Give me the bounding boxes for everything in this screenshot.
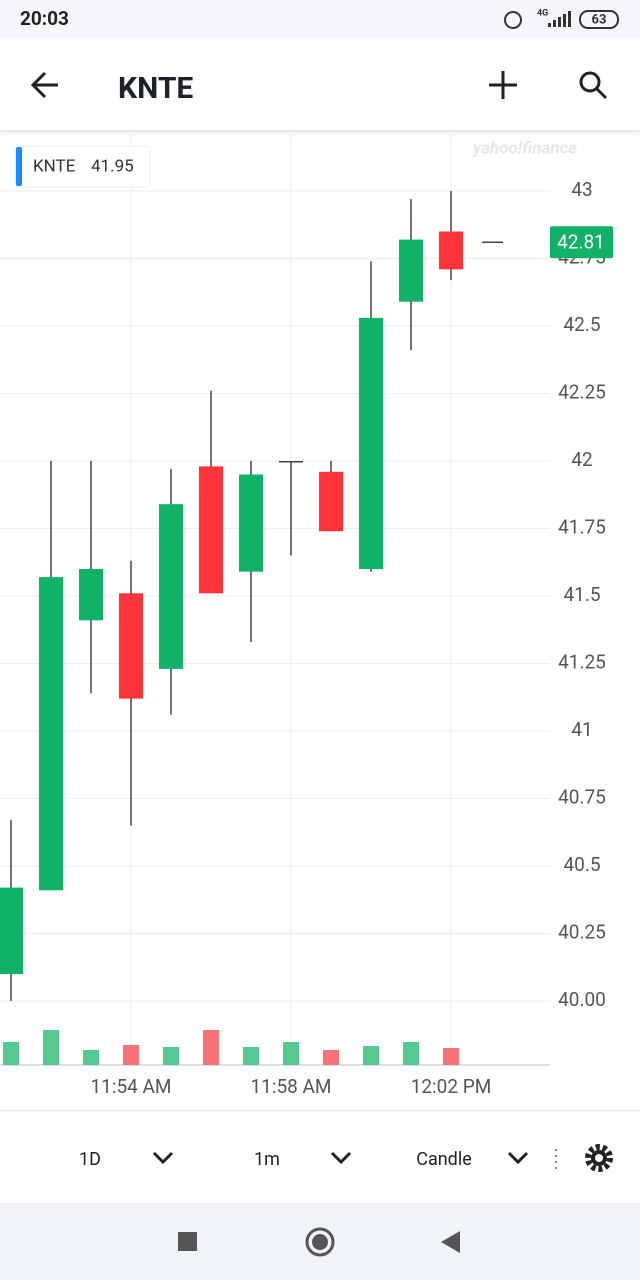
nav-bar <box>0 1203 640 1280</box>
candle-body <box>199 466 223 594</box>
candle-body <box>359 317 383 569</box>
y-tick-label: 40.5 <box>563 853 600 876</box>
y-tick-label: 41.5 <box>563 583 600 606</box>
volume-bar <box>43 1030 59 1065</box>
chevron[interactable] <box>507 1151 529 1165</box>
volume-bar <box>323 1050 339 1065</box>
volume-bar <box>443 1048 459 1065</box>
search-button[interactable] <box>579 71 608 100</box>
y-tick-label: 40.75 <box>558 786 606 809</box>
candle-body <box>239 474 263 572</box>
x-tick-label: 11:54 AM <box>90 1075 171 1098</box>
candle-body <box>399 239 423 302</box>
candle-body <box>159 504 183 669</box>
chart: yahoo!finance 40.00 40.25 40.5 40.75 41 41.25… <box>0 130 613 1098</box>
alarm-icon <box>504 11 522 29</box>
legend-symbol: KNTE <box>33 156 76 176</box>
y-tick-label: 42 <box>571 448 592 471</box>
candle-body <box>439 231 463 270</box>
home-button[interactable] <box>305 1227 335 1257</box>
last-price-badge <box>550 226 613 259</box>
header: KNTE <box>0 38 640 132</box>
volume-bar <box>203 1030 219 1065</box>
legend-box <box>14 145 151 188</box>
watermark: yahoo!finance <box>472 138 577 158</box>
y-tick-label: 42.25 <box>558 381 606 404</box>
candle-body <box>279 461 303 463</box>
y-tick-label: 42.5 <box>563 313 600 336</box>
battery-icon <box>579 10 619 29</box>
volume-bar <box>163 1047 179 1065</box>
nav-svg <box>178 1227 460 1257</box>
volume-bar <box>3 1042 19 1065</box>
clock: 20:03 <box>20 7 69 30</box>
candle-body <box>0 887 23 974</box>
last-price-label: 42.81 <box>557 230 605 253</box>
status-bar: 20:03 4G 63 <box>0 0 640 38</box>
header-svg: KNTE <box>30 71 608 106</box>
candle-body <box>119 593 143 699</box>
status-svg: 20:03 4G 63 <box>20 7 619 30</box>
toolbar-svg: 1D 1m Candle <box>79 1144 613 1173</box>
type-selector[interactable]: Candle <box>416 1149 472 1170</box>
volume-bar <box>123 1045 139 1065</box>
recents-button[interactable] <box>178 1232 197 1251</box>
x-tick-label: 11:58 AM <box>250 1075 331 1098</box>
battery-level: 63 <box>592 12 607 27</box>
network: 4G <box>537 8 548 18</box>
legend: KNTE 41.95 <box>14 145 151 188</box>
signal-icon <box>548 11 571 27</box>
range-selector[interactable]: 1D <box>79 1149 101 1170</box>
y-tick-label: 40.25 <box>558 921 606 944</box>
chevron[interactable] <box>330 1151 352 1165</box>
toolbar: 1D 1m Candle <box>0 1110 640 1204</box>
y-tick-label: 43 <box>571 178 592 201</box>
chevron[interactable] <box>152 1151 174 1165</box>
volume-bar <box>283 1042 299 1065</box>
interval-selector[interactable]: 1m <box>254 1149 280 1170</box>
volume-bar <box>243 1047 259 1065</box>
y-tick-label: 41 <box>571 718 592 741</box>
settings-button[interactable] <box>585 1144 613 1172</box>
candle-body <box>79 569 103 621</box>
volume-bar <box>403 1042 419 1065</box>
candle-body <box>319 471 343 532</box>
x-tick-label: 12:02 PM <box>411 1075 492 1098</box>
volume-bar <box>83 1050 99 1065</box>
back-nav-button[interactable] <box>441 1231 460 1253</box>
y-tick-label: 41.25 <box>558 651 606 674</box>
y-tick-label: 41.75 <box>558 516 606 539</box>
back-button[interactable] <box>30 71 58 99</box>
title: KNTE <box>118 71 193 106</box>
add-button[interactable] <box>489 71 517 99</box>
legend-value: 41.95 <box>91 156 134 176</box>
y-tick-label: 40.00 <box>558 988 606 1011</box>
legend-swatch <box>16 147 22 186</box>
volume-bar <box>363 1046 379 1065</box>
candle-body <box>39 577 63 891</box>
